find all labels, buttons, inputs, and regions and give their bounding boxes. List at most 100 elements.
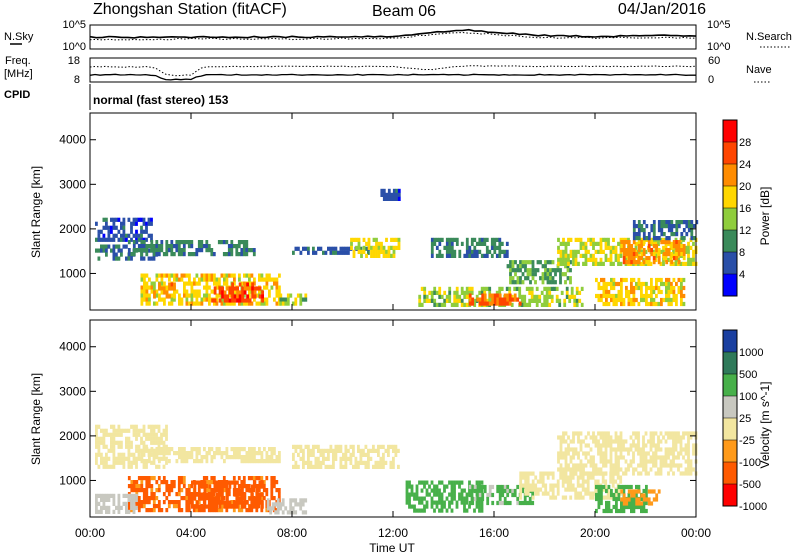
heatmap-cell (377, 452, 380, 457)
heatmap-cell (237, 476, 241, 481)
heatmap-cell (205, 480, 209, 485)
heatmap-cell (408, 500, 411, 505)
heatmap-cell (344, 444, 348, 449)
heatmap-cell (684, 447, 688, 452)
heatmap-cell (649, 435, 653, 440)
heatmap-cell (654, 257, 658, 262)
heatmap-cell (627, 301, 631, 307)
heatmap-region (95, 424, 168, 469)
heatmap-cell (579, 495, 583, 500)
heatmap-cell (372, 249, 376, 254)
heatmap-cell (185, 488, 189, 493)
heatmap-cell (471, 301, 475, 306)
heatmap-cell (481, 297, 485, 302)
heatmap-cell (597, 500, 601, 506)
heatmap-cell (505, 286, 509, 291)
heatmap-cell (145, 436, 148, 441)
heatmap-cell (485, 298, 489, 303)
heatmap-cell (220, 273, 224, 278)
heatmap-cell (125, 501, 128, 506)
heatmap-cell (115, 440, 118, 445)
heatmap-cell (632, 248, 636, 253)
heatmap-cell (367, 245, 371, 250)
heatmap-cell (587, 471, 590, 476)
freq-unit-label: [MHz] (4, 68, 33, 80)
heatmap-cell (289, 506, 293, 511)
heatmap-cell (612, 297, 616, 303)
heatmap-cell (644, 463, 648, 468)
heatmap-cell (102, 501, 106, 506)
heatmap-cell (614, 257, 618, 262)
heatmap-cell (687, 435, 690, 440)
heatmap-cell (299, 506, 303, 511)
heatmap-cell (657, 248, 661, 253)
heatmap-cell (534, 483, 538, 488)
heatmap-cell (662, 455, 665, 460)
heatmap-cell (329, 464, 333, 469)
heatmap-cell (277, 492, 281, 497)
heatmap-cell (241, 484, 244, 489)
heatmap-cell (438, 290, 442, 295)
heatmap-cell (617, 435, 620, 440)
heatmap-cell (607, 257, 610, 262)
heatmap-cell (632, 439, 635, 444)
heatmap-cell (370, 253, 373, 258)
heatmap-cell (382, 249, 386, 254)
heatmap-cell (483, 237, 487, 242)
heatmap-cell (654, 447, 658, 452)
heatmap-cell (175, 459, 179, 464)
heatmap-cell (97, 233, 101, 238)
heatmap-cell (534, 487, 538, 492)
colorbar-tick-label: 16 (739, 203, 751, 215)
heatmap-cell (620, 301, 623, 307)
heatmap-cell (470, 253, 474, 258)
heatmap-cell (614, 467, 618, 472)
heatmap-cell (253, 277, 256, 282)
heatmap-cell (304, 460, 308, 465)
heatmap-cell (509, 260, 512, 265)
heatmap-cell (481, 484, 485, 490)
heatmap-cell (519, 495, 523, 500)
heatmap-cell (669, 241, 673, 246)
heatmap-cell (354, 464, 358, 469)
heatmap-cell (680, 244, 684, 249)
heatmap-cell (562, 257, 565, 262)
heatmap-cell (379, 464, 383, 469)
heatmap-cell (155, 504, 159, 509)
heatmap-cell (619, 439, 623, 444)
heatmap-cell (476, 500, 480, 506)
heatmap-cell (135, 432, 138, 437)
heatmap-cell (553, 286, 557, 291)
heatmap-cell (476, 496, 480, 502)
heatmap-cell (675, 248, 679, 253)
heatmap-cell (364, 444, 368, 449)
heatmap-cell (317, 246, 320, 251)
heatmap-cell (622, 497, 626, 502)
heatmap-cell (241, 492, 244, 497)
heatmap-cell (574, 261, 578, 266)
heatmap-cell (584, 451, 588, 456)
heatmap-cell (450, 508, 454, 513)
heatmap-cell (620, 285, 623, 291)
heatmap-cell (682, 220, 686, 225)
heatmap-cell (601, 475, 605, 480)
heatmap-cell (455, 294, 459, 299)
heatmap-cell (478, 480, 481, 485)
heatmap-cell (178, 447, 181, 452)
heatmap-cell (493, 241, 497, 246)
heatmap-cell (165, 286, 169, 291)
heatmap-cell (241, 290, 244, 295)
heatmap-cell (630, 301, 633, 307)
heatmap-cell (152, 256, 156, 261)
heatmap-cell (632, 240, 636, 245)
heatmap-cell (488, 492, 492, 498)
heatmap-cell (584, 455, 588, 460)
heatmap-cell (260, 476, 264, 481)
heatmap-cell (309, 460, 313, 465)
heatmap-cell (122, 460, 126, 465)
heatmap-cell (574, 495, 578, 500)
heatmap-cell (655, 248, 659, 253)
heatmap-cell (143, 277, 146, 282)
heatmap-cell (609, 261, 613, 266)
heatmap-cell (435, 484, 439, 489)
